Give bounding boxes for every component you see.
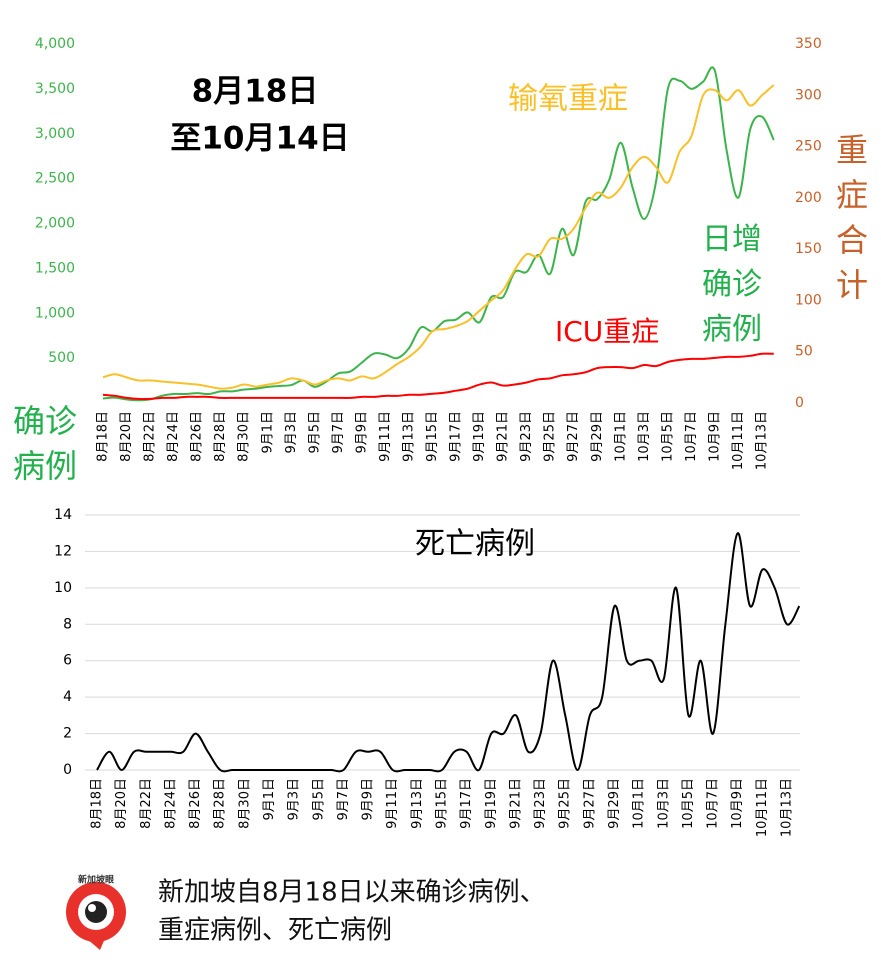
x-tick-label: 8月28日 <box>213 778 228 829</box>
y-tick-label: 6 <box>63 653 72 669</box>
y-tick-label: 1,000 <box>35 305 75 321</box>
chart-title: 8月18日 <box>192 74 319 110</box>
series-line <box>102 352 774 401</box>
x-tick-label: 9月23日 <box>519 411 534 462</box>
x-tick-label: 10月5日 <box>681 778 696 829</box>
x-tick-label: 9月15日 <box>425 411 440 462</box>
x-tick-label: 8月18日 <box>90 778 105 829</box>
x-tick-label: 10月5日 <box>660 411 675 462</box>
y-tick-label: 2,000 <box>35 216 75 232</box>
y-tick-label: 8 <box>63 616 72 632</box>
y2-tick-label: 100 <box>795 292 822 308</box>
x-tick-label: 10月13日 <box>780 778 795 837</box>
x-tick-label: 9月9日 <box>354 411 369 454</box>
x-tick-label: 10月9日 <box>707 411 722 462</box>
x-tick-label: 8月18日 <box>96 411 111 462</box>
x-tick-label: 10月13日 <box>755 411 770 470</box>
x-tick-label: 9月29日 <box>590 411 605 462</box>
x-tick-label: 8月30日 <box>237 778 252 829</box>
y-axis-title: 确诊病例 <box>13 402 77 485</box>
y-tick-label: 1,500 <box>35 260 75 276</box>
series-label: 死亡病例 <box>415 527 535 562</box>
caption: 新加坡自8月18日以来确诊病例、 <box>158 878 546 908</box>
x-tick-label: 9月3日 <box>287 778 302 821</box>
x-tick-label: 9月29日 <box>607 778 622 829</box>
x-tick-label: 9月19日 <box>484 778 499 829</box>
x-tick-label: 9月17日 <box>459 778 474 829</box>
x-tick-label: 9月19日 <box>472 411 487 462</box>
x-tick-label: 8月30日 <box>237 411 252 462</box>
y-tick-label: 2,500 <box>35 171 75 187</box>
y2-tick-label: 150 <box>795 241 822 257</box>
x-tick-label: 10月11日 <box>755 778 770 837</box>
x-tick-label: 8月28日 <box>213 411 228 462</box>
x-tick-label: 9月25日 <box>543 411 558 462</box>
x-tick-label: 10月9日 <box>730 778 745 829</box>
x-tick-label: 9月1日 <box>262 778 277 821</box>
y-tick-label: 10 <box>54 580 72 596</box>
x-tick-label: 9月27日 <box>582 778 597 829</box>
y2-tick-label: 50 <box>795 344 813 360</box>
series-line <box>102 84 775 390</box>
x-tick-label: 8月20日 <box>114 778 129 829</box>
x-tick-label: 10月1日 <box>613 411 628 462</box>
x-tick-label: 8月24日 <box>166 411 181 462</box>
y-tick-label: 12 <box>54 543 72 559</box>
x-tick-label: 9月27日 <box>566 411 581 462</box>
x-tick-label: 10月7日 <box>684 411 699 462</box>
x-tick-label: 9月7日 <box>336 778 351 821</box>
x-tick-label: 9月5日 <box>311 778 326 821</box>
y-tick-label: 500 <box>48 350 75 366</box>
x-tick-label: 8月20日 <box>119 411 134 462</box>
series-label: 日增确诊病例 <box>702 222 762 347</box>
x-tick-label: 10月11日 <box>731 411 746 470</box>
x-tick-label: 10月7日 <box>706 778 721 829</box>
x-tick-label: 9月25日 <box>558 778 573 829</box>
series-line <box>96 532 801 773</box>
x-tick-label: 10月1日 <box>632 778 647 829</box>
x-tick-label: 9月11日 <box>385 778 400 829</box>
x-tick-label: 8月22日 <box>143 411 158 462</box>
chart-title: 至10月14日 <box>170 121 349 157</box>
x-tick-label: 8月26日 <box>190 411 205 462</box>
logo-text: 新加坡眼 <box>78 874 114 886</box>
x-tick-label: 9月9日 <box>361 778 376 821</box>
logo <box>66 882 126 950</box>
x-tick-label: 9月13日 <box>401 411 416 462</box>
y-tick-label: 3,000 <box>35 126 75 142</box>
series-line <box>102 66 775 402</box>
series-label: ICU重症 <box>555 315 659 348</box>
x-tick-label: 9月23日 <box>533 778 548 829</box>
caption: 重症病例、死亡病例 <box>158 916 392 946</box>
y-tick-label: 4,000 <box>35 36 75 52</box>
x-tick-label: 9月5日 <box>307 411 322 454</box>
y-tick-label: 14 <box>54 507 72 523</box>
x-tick-label: 9月13日 <box>410 778 425 829</box>
x-tick-label: 10月3日 <box>656 778 671 829</box>
y-tick-label: 2 <box>63 726 72 742</box>
x-tick-label: 9月3日 <box>284 411 299 454</box>
y2-tick-label: 350 <box>795 36 822 52</box>
y2-tick-label: 0 <box>795 395 804 411</box>
x-tick-label: 9月1日 <box>260 411 275 454</box>
y-tick-label: 0 <box>63 762 72 778</box>
y2-axis-title: 重症合计 <box>836 131 868 304</box>
y2-tick-label: 200 <box>795 190 822 206</box>
series-label: 输氧重症 <box>508 82 628 117</box>
x-tick-label: 9月17日 <box>449 411 464 462</box>
x-tick-label: 9月21日 <box>496 411 511 462</box>
y-tick-label: 3,500 <box>35 81 75 97</box>
x-tick-label: 8月26日 <box>188 778 203 829</box>
y2-tick-label: 250 <box>795 139 822 155</box>
x-tick-label: 9月7日 <box>331 411 346 454</box>
y-tick-label: 4 <box>63 689 72 705</box>
x-tick-label: 9月15日 <box>435 778 450 829</box>
y2-tick-label: 300 <box>795 87 822 103</box>
x-tick-label: 8月22日 <box>139 778 154 829</box>
x-tick-label: 9月11日 <box>378 411 393 462</box>
x-tick-label: 8月24日 <box>163 778 178 829</box>
x-tick-label: 10月3日 <box>637 411 652 462</box>
x-tick-label: 9月21日 <box>508 778 523 829</box>
